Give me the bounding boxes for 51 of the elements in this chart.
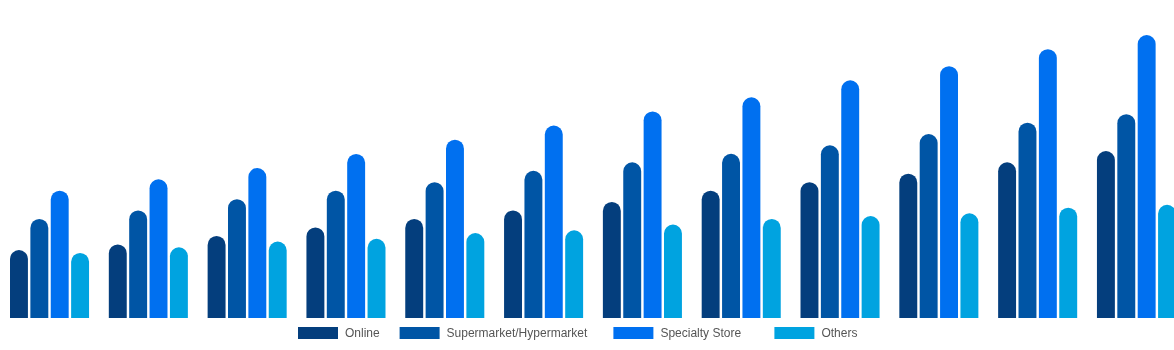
legend-label: Supermarket/Hypermarket xyxy=(446,326,588,340)
bar xyxy=(742,97,761,318)
bar xyxy=(800,182,819,318)
bar xyxy=(1038,49,1057,318)
bar xyxy=(248,168,267,318)
bar xyxy=(268,241,287,318)
bar xyxy=(367,238,386,318)
bar xyxy=(1018,122,1037,318)
bar xyxy=(1117,114,1136,318)
bar xyxy=(722,153,740,318)
bar xyxy=(504,210,522,318)
bar xyxy=(899,173,918,318)
bar xyxy=(998,162,1017,318)
bar xyxy=(919,134,938,318)
bar xyxy=(108,244,127,318)
bar xyxy=(762,218,781,318)
bar xyxy=(602,201,621,318)
bar xyxy=(643,111,662,318)
bar xyxy=(664,224,682,318)
bar xyxy=(820,145,839,318)
bar xyxy=(544,125,563,318)
bar xyxy=(466,233,485,318)
bar xyxy=(169,247,188,318)
bar xyxy=(960,213,979,318)
bar xyxy=(425,182,444,318)
bar xyxy=(71,252,90,318)
bar xyxy=(524,170,543,318)
bar xyxy=(623,162,642,318)
bar xyxy=(50,190,69,318)
bar xyxy=(1096,151,1115,318)
bar xyxy=(228,199,246,318)
bar xyxy=(207,235,226,318)
bar xyxy=(149,179,168,318)
bar xyxy=(1137,35,1156,318)
bar xyxy=(10,250,28,318)
bar xyxy=(306,227,325,318)
bar xyxy=(129,210,148,318)
bar xyxy=(30,218,49,318)
bar xyxy=(347,153,366,318)
bar xyxy=(701,190,720,318)
bar xyxy=(565,230,584,318)
bar xyxy=(861,216,880,318)
bar xyxy=(841,80,860,318)
legend-label: Online xyxy=(345,326,381,340)
bar xyxy=(940,66,958,318)
bar xyxy=(326,190,345,318)
legend-label: Others xyxy=(821,326,858,340)
bar xyxy=(405,218,424,318)
bar xyxy=(446,139,464,318)
bar xyxy=(1059,207,1078,318)
legend-label: Specialty Store xyxy=(660,326,742,340)
